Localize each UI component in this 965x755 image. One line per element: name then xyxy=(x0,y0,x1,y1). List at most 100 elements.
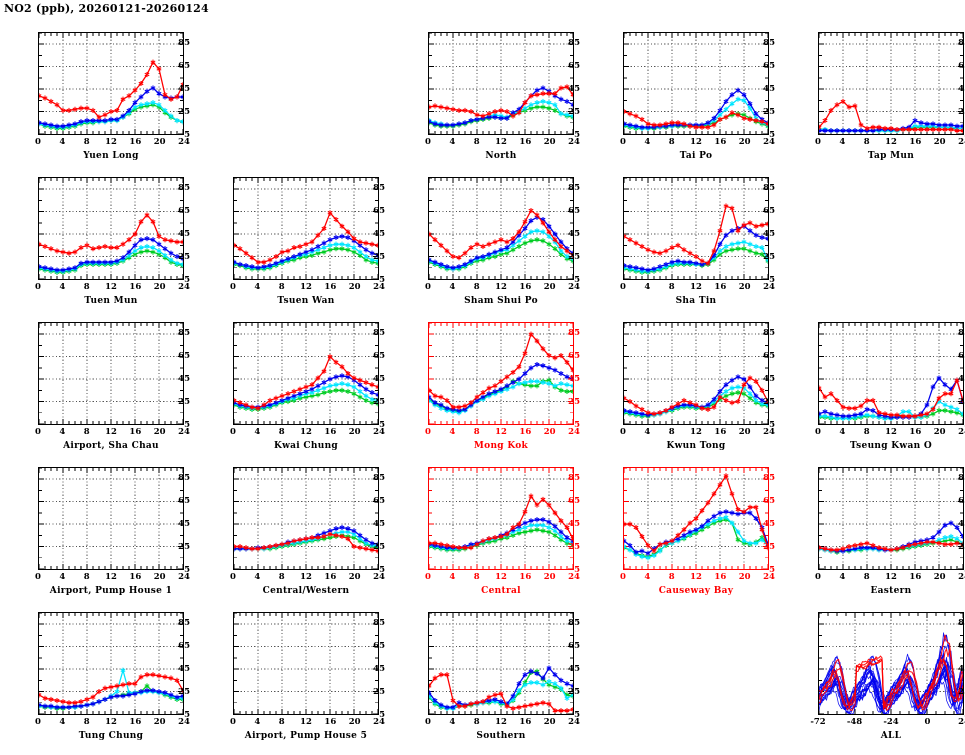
y-axis-tick-label: 45 xyxy=(373,228,385,239)
x-axis-tick-label: 24 xyxy=(958,717,965,727)
x-axis-tick-label: 16 xyxy=(519,137,532,147)
x-axis-tick-label: 16 xyxy=(129,717,142,727)
x-axis-tick-label: 24 xyxy=(763,427,775,437)
x-axis-tick-label: 12 xyxy=(885,427,897,437)
x-axis-tick-label: 8 xyxy=(83,717,90,727)
x-axis-tick-label: 16 xyxy=(714,572,727,582)
x-axis-tick-label: 12 xyxy=(105,282,117,292)
x-axis-tick-label: 12 xyxy=(495,717,507,727)
y-axis-tick-label: 5 xyxy=(379,709,385,720)
y-axis-tick-label: 65 xyxy=(763,351,775,362)
x-axis-tick-label: 4 xyxy=(839,427,846,437)
panel-station-label: Airport, Pump House 1 xyxy=(49,586,173,596)
x-axis-tick-label: 4 xyxy=(644,282,651,292)
x-axis-tick-label: 12 xyxy=(690,137,702,147)
y-axis-tick-label: 25 xyxy=(958,106,965,117)
y-axis-tick-label: 45 xyxy=(568,83,580,94)
y-axis-tick-label: 65 xyxy=(958,351,965,362)
x-axis-tick-label: 20 xyxy=(543,282,556,292)
x-axis-tick-label: 8 xyxy=(83,282,90,292)
x-axis-tick-label: 20 xyxy=(543,717,556,727)
panel-sham-shui-po: 5 25 45 65 85 0 4 8 12 16 20 24 Sham Shui Po xyxy=(390,163,580,308)
y-axis-tick-label: 85 xyxy=(568,618,580,629)
y-axis-tick-label: 5 xyxy=(184,564,190,575)
y-axis-tick-label: 85 xyxy=(763,473,775,484)
x-axis-tick-label: 16 xyxy=(909,572,922,582)
panel-mong-kok: 5 25 45 65 85 0 4 8 12 16 20 24 Mong Kok xyxy=(390,308,580,453)
y-axis-tick-label: 65 xyxy=(568,351,580,362)
x-axis-tick-label: 20 xyxy=(348,427,361,437)
x-axis-tick-label: 8 xyxy=(278,427,285,437)
x-axis-tick-label: 12 xyxy=(885,572,897,582)
y-axis-tick-label: 65 xyxy=(373,496,385,507)
panel-causeway-bay: 5 25 45 65 85 0 4 8 12 16 20 24 Causeway Bay xyxy=(585,453,775,598)
plot-area xyxy=(818,467,964,570)
y-axis-tick-label: 5 xyxy=(379,274,385,285)
panel-station-label: Central xyxy=(481,586,521,596)
x-axis-tick-label: 20 xyxy=(738,427,751,437)
x-axis-tick-label: 4 xyxy=(839,572,846,582)
x-axis-tick-label: 24 xyxy=(568,427,580,437)
y-axis-tick-label: 85 xyxy=(373,618,385,629)
panel-tuen-mun: 5 25 45 65 85 0 4 8 12 16 20 24 Tuen Mun xyxy=(0,163,190,308)
x-axis-tick-label: 4 xyxy=(839,137,846,147)
x-axis-tick-label: -72 xyxy=(810,717,826,727)
panel-central: 5 25 45 65 85 0 4 8 12 16 20 24 Central xyxy=(390,453,580,598)
y-axis-tick-label: 85 xyxy=(178,328,190,339)
x-axis-tick-label: 0 xyxy=(425,427,431,437)
plot-area xyxy=(428,322,574,425)
panel-station-label: Tuen Mun xyxy=(84,296,138,306)
y-axis-tick-label: 45 xyxy=(568,518,580,529)
y-axis-tick-label: 65 xyxy=(763,496,775,507)
x-axis-tick-label: 12 xyxy=(690,427,702,437)
y-axis-tick-label: 5 xyxy=(769,129,775,140)
x-axis-tick-label: 4 xyxy=(254,427,261,437)
x-axis-tick-label: 12 xyxy=(495,137,507,147)
x-axis-tick-label: 4 xyxy=(644,572,651,582)
y-axis-tick-label: 25 xyxy=(958,541,965,552)
panel-central-western: 5 25 45 65 85 0 4 8 12 16 20 24 Central/Western xyxy=(195,453,385,598)
panel-tap-mun: 52545658504812162024Tap Mun xyxy=(780,18,965,163)
y-axis-tick-label: 5 xyxy=(769,274,775,285)
x-axis-tick-label: 4 xyxy=(644,137,651,147)
y-axis-tick-label: 85 xyxy=(178,183,190,194)
y-axis-tick-label: 85 xyxy=(763,328,775,339)
x-axis-tick-label: 0 xyxy=(620,137,626,147)
y-axis-tick-label: 45 xyxy=(178,518,190,529)
x-axis-tick-label: 24 xyxy=(763,137,775,147)
panel-station-label: Airport, Pump House 5 xyxy=(244,731,368,741)
y-axis-tick-label: 65 xyxy=(568,61,580,72)
x-axis-tick-label: 24 xyxy=(178,572,190,582)
y-axis-tick-label: 5 xyxy=(574,274,580,285)
x-axis-tick-label: 8 xyxy=(668,282,675,292)
y-axis-tick-label: 5 xyxy=(184,274,190,285)
y-axis-tick-label: 5 xyxy=(379,419,385,430)
y-axis-tick-label: 85 xyxy=(178,38,190,49)
y-axis-tick-label: 25 xyxy=(568,106,580,117)
x-axis-tick-label: 4 xyxy=(59,717,66,727)
x-axis-tick-label: 24 xyxy=(568,137,580,147)
x-axis-tick-label: 0 xyxy=(35,717,41,727)
y-axis-tick-label: 85 xyxy=(958,618,965,629)
y-axis-tick-label: 5 xyxy=(574,709,580,720)
x-axis-tick-label: 12 xyxy=(105,427,117,437)
y-axis-tick-label: 5 xyxy=(769,419,775,430)
y-axis-tick-label: 65 xyxy=(958,496,965,507)
x-axis-tick-label: 8 xyxy=(473,572,480,582)
plot-area xyxy=(623,177,769,280)
plot-area xyxy=(233,322,379,425)
y-axis-tick-label: 65 xyxy=(763,61,775,72)
y-axis-tick-label: 45 xyxy=(958,518,965,529)
y-axis-tick-label: 5 xyxy=(379,564,385,575)
x-axis-tick-label: -48 xyxy=(846,717,863,727)
x-axis-tick-label: 8 xyxy=(668,427,675,437)
y-axis-tick-label: 5 xyxy=(184,419,190,430)
panel-kwai-chung: 5 25 45 65 85 0 4 8 12 16 20 24 Kwai Chung xyxy=(195,308,385,453)
y-axis-tick-label: 25 xyxy=(178,251,190,262)
x-axis-tick-label: 24 xyxy=(568,717,580,727)
y-axis-tick-label: 25 xyxy=(568,251,580,262)
panel-station-label: Tsuen Wan xyxy=(277,296,335,306)
x-axis-tick-label: 12 xyxy=(300,717,312,727)
x-axis-tick-label: 20 xyxy=(153,282,166,292)
y-axis-tick-label: 65 xyxy=(763,206,775,217)
